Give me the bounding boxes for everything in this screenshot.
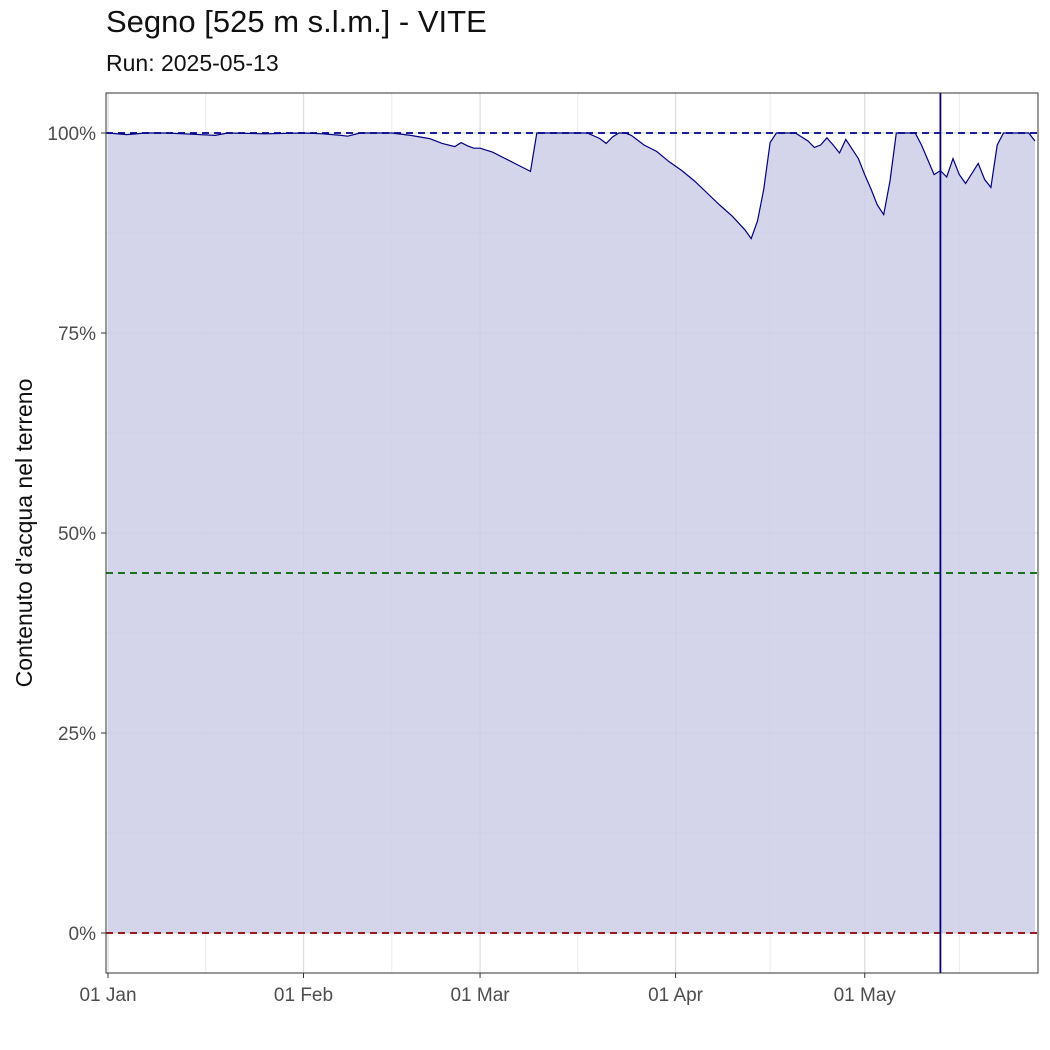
series-area [108, 133, 1035, 933]
y-tick-label: 100% [47, 124, 96, 145]
chart-title: Segno [525 m s.l.m.] - VITE [106, 4, 487, 39]
series-line [107, 132, 1036, 240]
y-tick-label: 50% [58, 524, 96, 545]
x-tick-label: 01 Feb [274, 985, 333, 1006]
x-tick-label: 01 Mar [450, 985, 510, 1006]
x-tick-label: 01 Jan [79, 985, 136, 1006]
y-tick-label: 25% [58, 724, 96, 745]
y-tick-label: 75% [58, 324, 96, 345]
x-tick-label: 01 May [834, 985, 897, 1006]
y-axis-title: Contenuto d'acqua nel terreno [11, 379, 37, 688]
chart-subtitle: Run: 2025-05-13 [106, 50, 279, 76]
x-tick-label: 01 Apr [648, 985, 704, 1006]
y-tick-label: 0% [69, 924, 97, 945]
